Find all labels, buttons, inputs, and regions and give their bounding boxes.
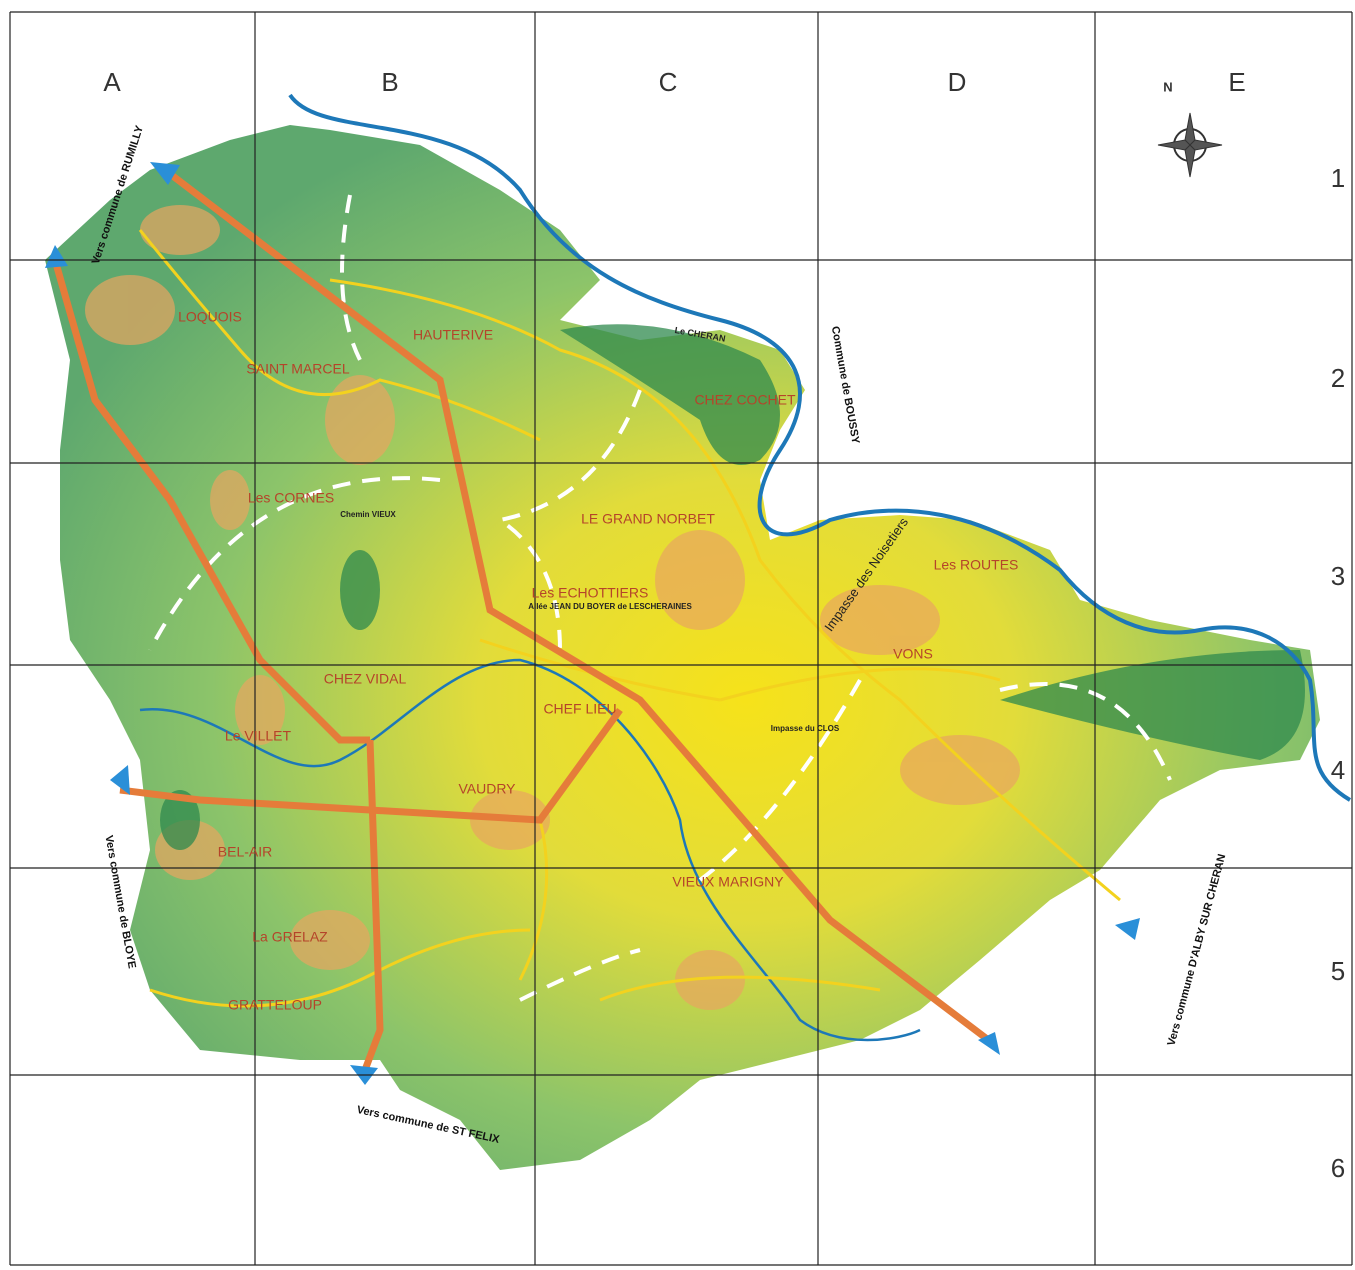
place-name: Les ECHOTTIERS [532,585,649,601]
place-name: SAINT MARCEL [246,361,349,377]
place-name: CHEZ VIDAL [324,671,407,687]
direction-label: Vers commune D'ALBY SUR CHERAN [1165,853,1228,1047]
direction-label: Commune de BOUSSY [829,325,862,445]
paths [148,194,1172,1002]
land [45,125,1320,1170]
place-name: LOQUOIS [178,309,242,325]
place-name: Les ROUTES [934,557,1019,573]
row-label: 4 [1331,755,1345,785]
row-label: 1 [1331,163,1345,193]
column-label: A [103,67,121,97]
street-label: Impasse du CLOS [771,724,840,733]
street-label: Allée JEAN DU BOYER de LESCHERAINES [528,602,692,611]
place-name: La GRELAZ [252,929,328,945]
row-label: 3 [1331,561,1345,591]
row-label: 5 [1331,956,1345,986]
street-label: Chemin VIEUX [340,510,396,519]
column-label: C [659,67,678,97]
grid [9,11,1353,1266]
place-name: VIEUX MARIGNY [672,874,784,890]
yellow-roads [138,229,1121,1008]
column-label: B [381,67,398,97]
place-name: Le VILLET [225,728,292,744]
main-roads [51,167,998,1072]
place-name: HAUTERIVE [413,327,493,343]
place-name: VAUDRY [458,781,516,797]
place-name: VONS [893,646,933,662]
compass-rose [1157,112,1223,178]
forests [160,324,1305,850]
place-name: Les CORNES [248,490,334,506]
settlements [85,205,1020,1010]
column-label: E [1228,67,1245,97]
row-label: 6 [1331,1153,1345,1183]
place-name: GRATTELOUP [228,997,322,1013]
place-name: BEL-AIR [218,844,272,860]
compass-north: N [1163,79,1172,94]
rivers [139,93,1352,1042]
place-name: LE GRAND NORBET [581,511,715,527]
column-label: D [948,67,967,97]
place-name: CHEF LIEU [543,701,616,717]
place-name: CHEZ COCHET [694,392,796,408]
row-label: 2 [1331,363,1345,393]
direction-label: Vers commune de BLOYE [102,834,137,969]
